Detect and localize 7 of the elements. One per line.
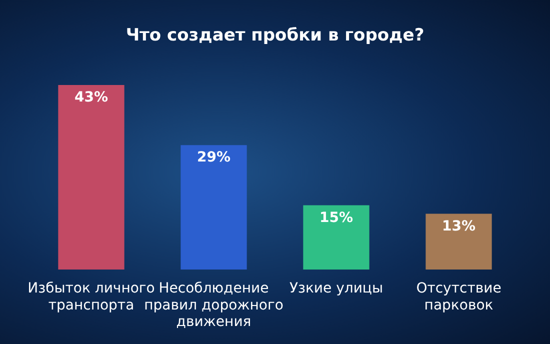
data-label: 29% — [196, 150, 231, 166]
x-tick-label: Узкие улицы — [289, 280, 384, 297]
data-label: 13% — [442, 218, 476, 234]
x-tick-label: Отсутствие парковок — [416, 280, 502, 314]
data-label: 15% — [319, 210, 354, 226]
data-label: 43% — [74, 90, 108, 106]
chart-title: Что создает пробки в городе? — [126, 26, 424, 46]
